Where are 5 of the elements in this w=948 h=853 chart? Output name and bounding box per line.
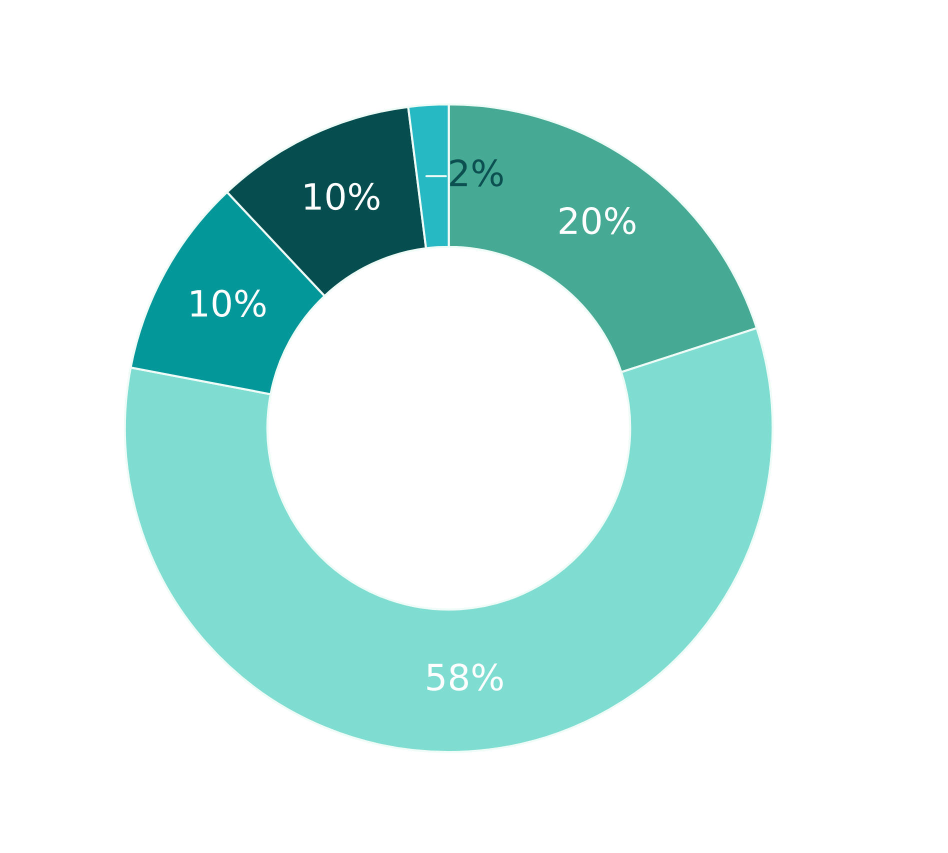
data-label: 58%	[427, 663, 503, 691]
data-label: 2%	[450, 159, 503, 187]
data-label: 10%	[191, 290, 266, 317]
data-label: 10%	[305, 182, 380, 210]
data-label: 20%	[560, 207, 636, 234]
